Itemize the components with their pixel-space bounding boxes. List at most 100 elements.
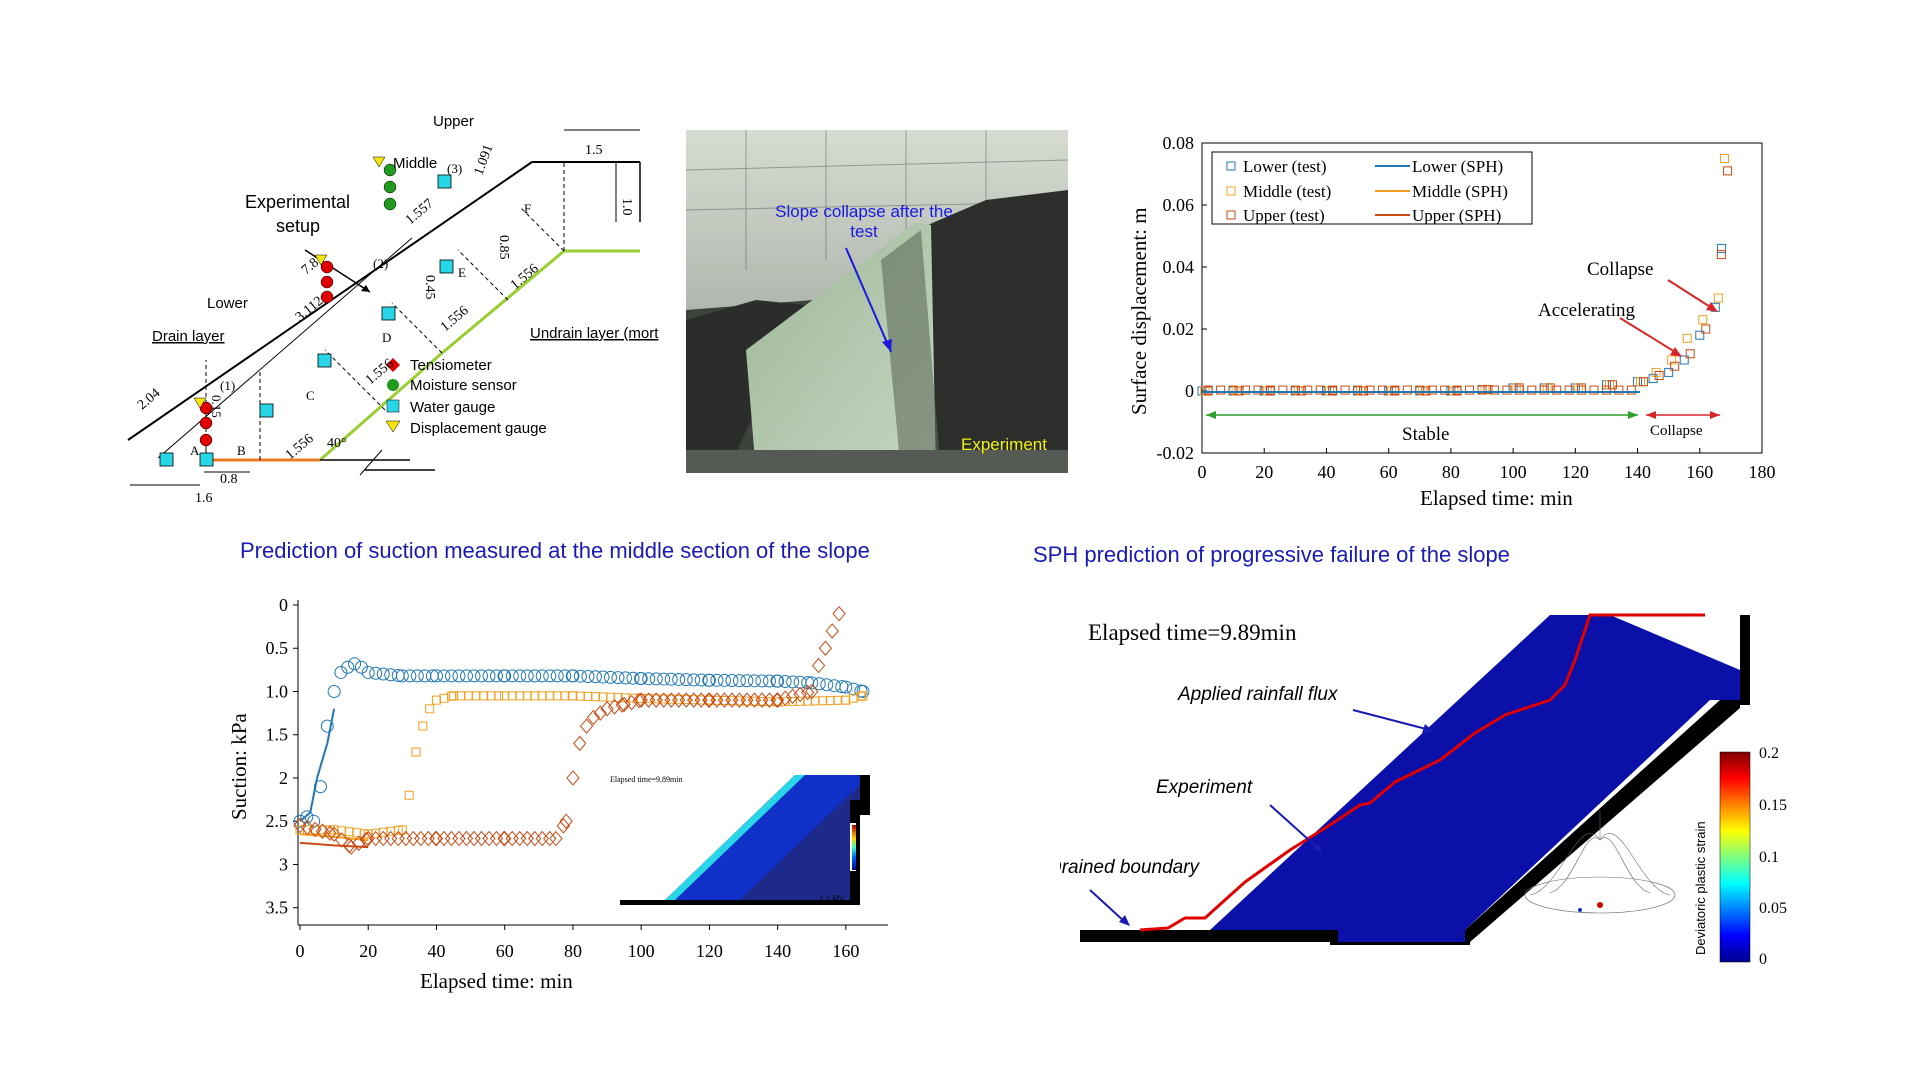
suction-point-middle [841, 695, 851, 705]
suction-point-lower [820, 678, 834, 692]
suction-point-lower [596, 670, 610, 684]
displacement-point [1576, 383, 1586, 393]
suction-point-lower [679, 673, 693, 687]
suction-point-middle [560, 691, 570, 701]
dim-0-45: 0.45 [422, 275, 437, 300]
suction-point-lower [664, 672, 678, 686]
displacement-point [1664, 367, 1674, 377]
displacement-xtick: 120 [1562, 462, 1589, 482]
suction-point-lower [467, 669, 481, 683]
displacement-point [1667, 355, 1677, 365]
displacement-point [1636, 377, 1646, 387]
suction-point-middle [545, 691, 555, 701]
suction-point-middle [486, 691, 496, 701]
colorbar-title: Deviatoric plastic strain [1693, 821, 1708, 955]
legend-upper-sph: Upper (SPH) [1412, 206, 1501, 225]
suction-point-middle [507, 691, 517, 701]
suction-point-lower [657, 672, 671, 686]
suction-point-upper [452, 830, 466, 847]
suction-point-middle [456, 691, 466, 701]
suction-point-middle [464, 691, 474, 701]
displacement-ylabel: Surface displacement: m [1127, 207, 1151, 415]
sph-figure: Elapsed time=9.89min Applied rainfall fl… [1060, 613, 1787, 968]
suction-point-lower [418, 669, 432, 683]
displacement-xtick: 160 [1686, 462, 1713, 482]
suction-point-lower [327, 684, 341, 698]
displacement-point [1679, 355, 1689, 365]
displacement-point [1465, 385, 1475, 395]
suction-point-upper [566, 770, 580, 786]
displacement-point [1328, 385, 1338, 395]
suction-point-upper [617, 696, 631, 713]
suction-point-upper [359, 831, 373, 848]
suction-point-lower [755, 674, 769, 688]
suction-point-lower [710, 673, 724, 687]
tensiometer-markers [199, 260, 334, 447]
suction-point-middle [344, 827, 354, 837]
marker-2: (2) [373, 256, 388, 271]
suction-point-lower [588, 670, 602, 684]
suction-ytick: 3.5 [266, 898, 289, 918]
label-middle: Middle [393, 155, 437, 172]
experiment-photo: Slope collapse after the test Experiment [686, 130, 1068, 473]
dim-1-556-b: 1.556 [283, 431, 317, 463]
suction-point-middle [371, 828, 381, 838]
suction-point-lower [702, 673, 716, 687]
dim-1-556-e: 1.556 [508, 261, 542, 293]
suction-point-middle [590, 692, 600, 702]
suction-point-middle [439, 693, 449, 703]
suction-ytick: 0.5 [266, 638, 289, 658]
suction-point-upper [770, 692, 784, 708]
displacement-point [1695, 330, 1705, 340]
suction-point-middle [431, 695, 441, 705]
legend-displacement-gauge: Displacement gauge [410, 420, 547, 437]
displacement-xtick: 180 [1749, 462, 1776, 482]
annotation-stable: Stable [1402, 424, 1450, 445]
suction-point-middle [500, 691, 510, 701]
suction-point-lower [649, 672, 663, 686]
suction-point-lower [320, 719, 334, 733]
suction-ylabel: Suction: kPa [227, 713, 251, 820]
suction-point-lower [361, 665, 375, 679]
displacement-point [1477, 385, 1487, 395]
suction-point-upper [444, 830, 459, 847]
suction-point-lower [812, 677, 826, 691]
suction-point-upper [300, 819, 315, 836]
suction-point-upper [459, 830, 474, 847]
suction-point-middle [552, 691, 562, 701]
suction-point-lower [581, 669, 595, 683]
setup-legend: Tensiometer Moisture sensor Water gauge … [385, 357, 547, 437]
moisture-markers [383, 163, 397, 211]
suction-point-upper [474, 830, 489, 847]
suction-ytick: 1.5 [266, 725, 289, 745]
suction-point-upper [437, 830, 451, 847]
displacement-xtick: 100 [1500, 462, 1527, 482]
suction-point-upper [421, 830, 435, 847]
sph-title: SPH prediction of progressive failure of… [1033, 542, 1510, 567]
suction-point-upper [543, 830, 557, 847]
suction-point-lower [535, 669, 549, 683]
displacement-point [1290, 385, 1300, 395]
suction-point-middle [494, 691, 504, 701]
suction-xtick: 60 [496, 941, 514, 961]
displacement-point [1511, 383, 1521, 393]
displacement-ytick: 0.02 [1163, 319, 1195, 339]
point-a: A [190, 443, 200, 458]
suction-title: Prediction of suction measured at the mi… [240, 538, 870, 563]
suction-xtick: 0 [296, 941, 305, 961]
suction-point-middle [425, 704, 435, 714]
legend-tensiometer: Tensiometer [410, 357, 492, 374]
suction-point-lower [762, 674, 776, 688]
inset-time-label: Elapsed time=9.89min [610, 775, 683, 784]
displacement-point [1542, 383, 1552, 393]
colorbar [1719, 751, 1751, 963]
suction-point-middle [788, 696, 798, 706]
suction-point-upper [323, 825, 337, 841]
legend-lower-sph: Lower (SPH) [1412, 157, 1503, 176]
suction-point-lower [687, 673, 701, 687]
suction-point-lower [566, 669, 580, 683]
suction-point-upper [593, 705, 607, 721]
displacement-point [1527, 385, 1537, 395]
suction-point-upper [520, 830, 534, 847]
suction-point-lower [437, 669, 451, 683]
